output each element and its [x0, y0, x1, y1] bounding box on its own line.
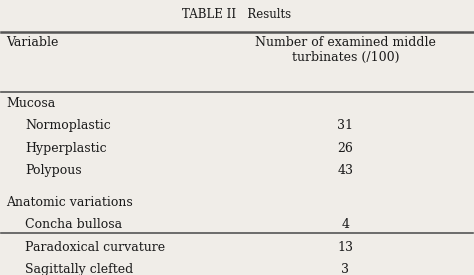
- Text: 43: 43: [337, 164, 354, 177]
- Text: 3: 3: [341, 263, 349, 275]
- Text: 4: 4: [341, 218, 349, 232]
- Text: Variable: Variable: [6, 35, 58, 49]
- Text: 26: 26: [337, 142, 353, 155]
- Text: 13: 13: [337, 241, 354, 254]
- Text: Sagittally clefted: Sagittally clefted: [25, 263, 133, 275]
- Text: Polypous: Polypous: [25, 164, 82, 177]
- Text: Anatomic variations: Anatomic variations: [6, 196, 133, 209]
- Text: Paradoxical curvature: Paradoxical curvature: [25, 241, 165, 254]
- Text: Hyperplastic: Hyperplastic: [25, 142, 107, 155]
- Text: Normoplastic: Normoplastic: [25, 119, 111, 132]
- Text: Number of examined middle
turbinates (/100): Number of examined middle turbinates (/1…: [255, 35, 436, 64]
- Text: TABLE II   Results: TABLE II Results: [182, 9, 292, 21]
- Text: Mucosa: Mucosa: [6, 97, 55, 110]
- Text: 31: 31: [337, 119, 354, 132]
- Text: Concha bullosa: Concha bullosa: [25, 218, 122, 232]
